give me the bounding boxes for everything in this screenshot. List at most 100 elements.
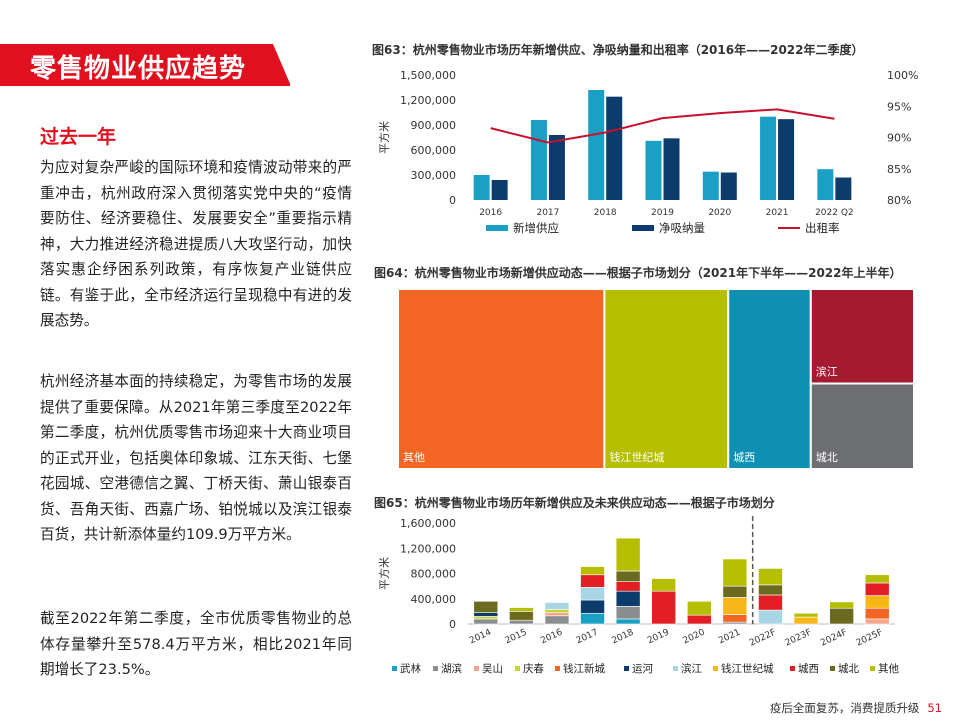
fig65-bar-segment-城北 xyxy=(758,584,783,596)
fig65-bar-segment-吴山 xyxy=(864,618,890,625)
fig63-legend-swatch xyxy=(632,225,654,231)
fig63-bar-净吸纳量 xyxy=(491,180,508,200)
fig65-legend-label: 湖滨 xyxy=(441,662,462,675)
fig63-legend-label: 净吸纳量 xyxy=(659,221,705,235)
fig65-bar-segment-城西 xyxy=(580,574,605,588)
fig65-x-tick-label: 2025F xyxy=(855,628,885,649)
fig65-bar-segment-钱江新城 xyxy=(864,607,890,620)
fig64-cell-城北 xyxy=(809,382,914,469)
fig65-x-tick-label: 2018 xyxy=(610,628,635,647)
fig65-x-tick-label: 2014 xyxy=(468,628,493,647)
fig65-bar-segment-运河 xyxy=(615,590,641,607)
fig65-bar-segment-城西 xyxy=(864,582,890,596)
fig65-bar-segment-滨江 xyxy=(758,609,783,625)
fig65-legend-label: 其他 xyxy=(878,662,899,675)
fig65-x-tick-label: 2019 xyxy=(646,628,671,647)
fig63-legend-swatch xyxy=(486,225,508,231)
fig65-bar-segment-钱江世纪城 xyxy=(722,597,748,615)
paragraph-1: 为应对复杂严峻的国际环境和疫情波动带来的严重冲击，杭州政府深入贯彻落实党中央的“… xyxy=(40,159,352,329)
fig63-y-tick-label: 900,000 xyxy=(411,119,457,132)
fig63-y2-tick-label: 90% xyxy=(887,132,911,145)
fig63-y-tick-label: 0 xyxy=(449,194,456,207)
fig63-x-tick-label: 2022 Q2 xyxy=(815,208,854,218)
fig65-legend-swatch xyxy=(713,666,718,671)
fig63-x-tick-label: 2020 xyxy=(708,208,731,218)
fig65-x-tick-label: 2023F xyxy=(784,628,814,649)
fig65-title: 图65：杭州零售物业市场历年新增供应及未来供应动态——根据子市场划分 xyxy=(374,496,775,510)
fig65-bar-segment-湖滨 xyxy=(544,615,570,625)
fig65-legend-swatch xyxy=(515,666,520,671)
fig63-chart: 平方米 0 300,000 600,000 900,000 1,200,000 1,500,… xyxy=(377,69,918,235)
fig65-x-tick-label: 2021 xyxy=(717,628,742,647)
fig63-bar-新增供应 xyxy=(817,169,834,200)
fig65-bar-segment-湖滨 xyxy=(615,606,641,620)
fig65-bar-segment-武林 xyxy=(615,618,641,625)
fig64-cell-钱江世纪城 xyxy=(603,289,730,469)
fig65-legend-swatch xyxy=(673,666,678,671)
fig63-bar-新增供应 xyxy=(473,175,490,200)
fig64-title: 图64：杭州零售物业市场新增供应动态——根据子市场划分（2021年下半年——20… xyxy=(374,266,902,280)
fig64-cell-label: 城北 xyxy=(816,451,838,464)
fig65-bar-segment-其他 xyxy=(829,601,854,609)
fig65-bar-segment-庆春 xyxy=(544,609,570,613)
fig63-y-tick-label: 600,000 xyxy=(411,144,457,157)
fig65-bar-segment-湖滨 xyxy=(473,618,499,625)
fig63-bar-净吸纳量 xyxy=(548,135,565,200)
fig65-bar-segment-运河 xyxy=(473,612,499,617)
fig65-bar-segment-城北 xyxy=(473,600,499,613)
fig65-y-tick-label: 800,000 xyxy=(411,568,457,581)
fig65-x-tick-label: 2020 xyxy=(682,628,707,647)
fig65-x-tick-label: 2024F xyxy=(819,628,849,649)
fig65-legend-label: 庆春 xyxy=(523,662,544,675)
fig64-cell-其他 xyxy=(398,289,606,469)
fig65-y-tick-label: 400,000 xyxy=(411,593,457,606)
fig63-bar-净吸纳量 xyxy=(778,119,795,200)
fig65-legend-label: 运河 xyxy=(632,663,653,675)
fig63-x-tick-label: 2018 xyxy=(594,208,617,218)
page-footer: 疫后全面复苏，消费提质升级 51 xyxy=(770,700,942,716)
fig63-x-tick-label: 2019 xyxy=(651,208,674,218)
paragraph-2: 杭州经济基本面的持续稳定，为零售市场的发展提供了重要保障。从2021年第三季度至… xyxy=(40,373,352,543)
fig65-bar-segment-吴山 xyxy=(544,612,570,617)
fig65-bar-segment-城西 xyxy=(651,590,677,625)
fig65-bar-segment-运河 xyxy=(580,599,605,614)
fig65-bar-segment-其他 xyxy=(722,558,748,587)
fig65-legend-label: 钱江新城 xyxy=(563,662,605,675)
fig65-legend-label: 滨江 xyxy=(681,662,702,675)
fig65-legend-swatch xyxy=(830,666,835,671)
fig65-legend-swatch xyxy=(624,666,629,671)
fig63-bar-新增供应 xyxy=(588,90,605,200)
fig64-cell-label: 城西 xyxy=(733,451,755,464)
fig65-bar-segment-钱江世纪城 xyxy=(864,595,890,609)
fig65-y-tick-label: 1,200,000 xyxy=(400,542,456,555)
fig65-bar-segment-城北 xyxy=(509,611,534,621)
fig65-legend-swatch xyxy=(474,666,479,671)
fig65-bar-segment-滨江 xyxy=(580,587,605,601)
fig65-bar-segment-城北 xyxy=(722,585,748,598)
fig63-bar-新增供应 xyxy=(760,116,777,200)
fig65-bar-segment-其他 xyxy=(758,568,783,586)
fig65-bar-segment-其他 xyxy=(615,537,641,572)
fig65-legend-swatch xyxy=(555,666,560,671)
fig65-bar-segment-城北 xyxy=(829,607,854,625)
fig65-x-tick-label: 2017 xyxy=(575,628,600,647)
fig65-bar-segment-其他 xyxy=(864,574,890,584)
section-heading: 过去一年 xyxy=(40,126,117,148)
fig65-bar-segment-武林 xyxy=(580,612,605,625)
fig65-bar-segment-其他 xyxy=(686,600,712,616)
fig63-legend-label: 新增供应 xyxy=(513,221,559,235)
fig64-cell-label: 滨江 xyxy=(816,365,838,379)
fig63-bar-新增供应 xyxy=(645,140,662,200)
fig64-cell-城西 xyxy=(727,289,812,469)
fig65-bar-segment-其他 xyxy=(651,578,677,592)
fig64-cell-label: 钱江世纪城 xyxy=(609,450,664,464)
fig65-legend-label: 城西 xyxy=(798,663,819,675)
title-banner xyxy=(0,44,291,86)
fig65-y-tick-label: 1,600,000 xyxy=(400,517,456,530)
fig63-x-tick-label: 2021 xyxy=(766,208,789,218)
fig65-legend-swatch xyxy=(790,666,795,671)
fig65-bar-segment-钱江新城 xyxy=(722,614,748,623)
page-title: 零售物业供应趋势 xyxy=(30,54,247,84)
fig63-x-tick-label: 2017 xyxy=(536,208,559,218)
paragraph-3: 截至2022年第二季度，全市优质零售物业的总体存量攀升至578.4万平方米，相比… xyxy=(40,610,352,678)
